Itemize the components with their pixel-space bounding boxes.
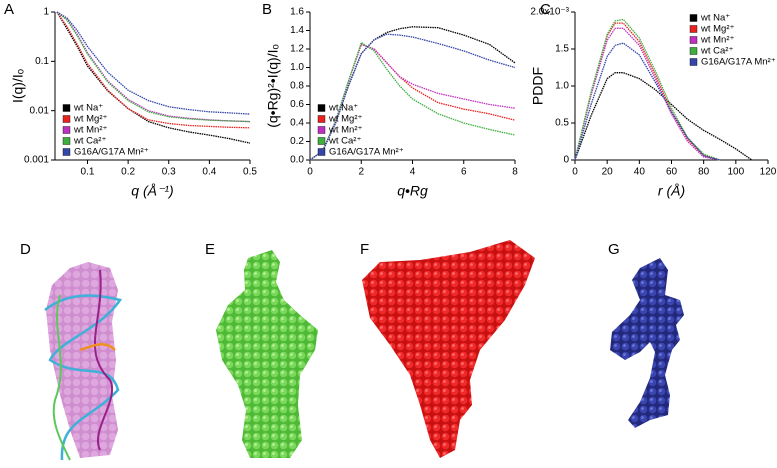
legend-label: wt Mg²⁺ bbox=[700, 24, 735, 35]
legend-label: wt Mn²⁺ bbox=[700, 35, 735, 46]
model-d-strand bbox=[93, 269, 113, 451]
series-line bbox=[574, 42, 720, 161]
panel-label: F bbox=[360, 241, 369, 258]
y-tick-label: 0.01 bbox=[30, 105, 50, 116]
y-tick-label: 1 bbox=[43, 7, 49, 18]
y-axis-label: PDDF bbox=[530, 67, 546, 105]
model-d-strand bbox=[79, 343, 116, 352]
x-tick-label: 0.4 bbox=[202, 167, 216, 178]
x-axis-label: r (Å) bbox=[658, 183, 685, 199]
x-tick-label: 100 bbox=[727, 167, 744, 178]
legend-label: wt Mn²⁺ bbox=[73, 125, 108, 136]
x-axis-label: q (Å⁻¹) bbox=[131, 183, 173, 199]
model-g-surface bbox=[610, 258, 684, 428]
x-tick-label: 0.1 bbox=[81, 167, 95, 178]
model-d-surface bbox=[46, 262, 118, 458]
legend-marker bbox=[317, 137, 326, 145]
y-tick-label: 0.1 bbox=[35, 56, 49, 67]
legend-marker bbox=[62, 115, 71, 123]
x-tick-label: 4 bbox=[410, 167, 416, 178]
panel-label: D bbox=[20, 241, 31, 258]
x-tick-label: 0 bbox=[572, 167, 578, 178]
y-tick-label: 0.0 bbox=[290, 155, 304, 166]
legend-label: wt Na⁺ bbox=[73, 103, 103, 114]
legend-marker bbox=[62, 148, 71, 156]
y-tick-label: 0.001 bbox=[24, 155, 49, 166]
y-axis-label: I(q)/Iₒ bbox=[10, 69, 26, 103]
legend-label: G16A/G17A Mn²⁺ bbox=[701, 57, 776, 68]
y-tick-label: 0 bbox=[563, 155, 569, 166]
panel-label: A bbox=[4, 1, 14, 18]
series-line bbox=[309, 43, 516, 161]
legend-marker bbox=[689, 58, 698, 66]
legend-label: wt Na⁺ bbox=[328, 103, 358, 114]
y-tick-label: 0.4 bbox=[290, 118, 304, 129]
y-tick-label: 0.8 bbox=[290, 81, 304, 92]
legend-label: wt Ca²⁺ bbox=[73, 136, 106, 147]
x-tick-label: 40 bbox=[634, 167, 646, 178]
model-d-strand bbox=[52, 294, 71, 461]
legend-label: wt Mg²⁺ bbox=[73, 114, 108, 125]
legend-label: wt Mn²⁺ bbox=[328, 125, 363, 136]
legend-label: G16A/G17A Mn²⁺ bbox=[329, 147, 404, 158]
model-f-surface bbox=[362, 240, 535, 458]
y-tick-label: 0.2 bbox=[290, 136, 304, 147]
y-tick-label: 2.0x10⁻³ bbox=[530, 7, 569, 18]
series-line bbox=[56, 11, 251, 123]
legend-label: wt Mg²⁺ bbox=[328, 114, 363, 125]
legend-marker bbox=[689, 25, 698, 33]
x-tick-label: 0.2 bbox=[121, 167, 135, 178]
series-line bbox=[56, 11, 251, 129]
model-d-strand bbox=[44, 294, 123, 461]
legend-label: wt Ca²⁺ bbox=[328, 136, 361, 147]
structure-images bbox=[44, 240, 684, 461]
y-tick-label: 1.0 bbox=[555, 81, 569, 92]
y-tick-label: 1.5 bbox=[555, 44, 569, 55]
panel-label: B bbox=[262, 1, 272, 18]
series-line bbox=[574, 22, 720, 161]
x-tick-label: 2 bbox=[358, 167, 364, 178]
y-tick-label: 0.5 bbox=[555, 118, 569, 129]
y-tick-label: 1.4 bbox=[290, 25, 304, 36]
x-tick-label: 0.3 bbox=[162, 167, 176, 178]
x-tick-label: 0.5 bbox=[243, 167, 257, 178]
series-line bbox=[309, 33, 516, 161]
legend-marker bbox=[62, 126, 71, 134]
y-tick-label: 1.6 bbox=[290, 7, 304, 18]
x-tick-label: 20 bbox=[602, 167, 614, 178]
y-axis-label: (q•Rg)²•I(q)/Iₒ bbox=[265, 44, 281, 128]
x-tick-label: 0 bbox=[307, 167, 313, 178]
y-tick-label: 1.2 bbox=[290, 44, 304, 55]
x-tick-label: 8 bbox=[512, 167, 518, 178]
legend-label: wt Na⁺ bbox=[700, 13, 730, 24]
y-tick-label: 0.6 bbox=[290, 99, 304, 110]
x-axis-label: q•Rg bbox=[397, 183, 428, 199]
legend-marker bbox=[62, 104, 71, 112]
x-tick-label: 120 bbox=[760, 167, 777, 178]
legend-marker bbox=[689, 36, 698, 44]
panel-label: E bbox=[205, 241, 215, 258]
legend-marker bbox=[689, 47, 698, 55]
x-tick-label: 80 bbox=[698, 167, 710, 178]
legend-marker bbox=[689, 14, 698, 22]
series-line bbox=[574, 27, 720, 161]
legend-marker bbox=[317, 104, 326, 112]
legend-marker bbox=[317, 148, 326, 156]
legend-label: G16A/G17A Mn²⁺ bbox=[74, 147, 149, 158]
y-tick-label: 1.0 bbox=[290, 62, 304, 73]
panel-label: C bbox=[540, 1, 551, 18]
legend-label: wt Ca²⁺ bbox=[700, 46, 733, 57]
series-line bbox=[56, 11, 251, 115]
x-tick-label: 6 bbox=[461, 167, 467, 178]
panel-label: G bbox=[608, 241, 620, 258]
series-line bbox=[309, 41, 516, 161]
legend-marker bbox=[317, 126, 326, 134]
x-tick-label: 60 bbox=[666, 167, 678, 178]
series-line bbox=[574, 72, 753, 161]
legend-marker bbox=[62, 137, 71, 145]
series-line bbox=[56, 11, 251, 123]
legend-marker bbox=[317, 115, 326, 123]
model-e-surface bbox=[216, 250, 318, 458]
